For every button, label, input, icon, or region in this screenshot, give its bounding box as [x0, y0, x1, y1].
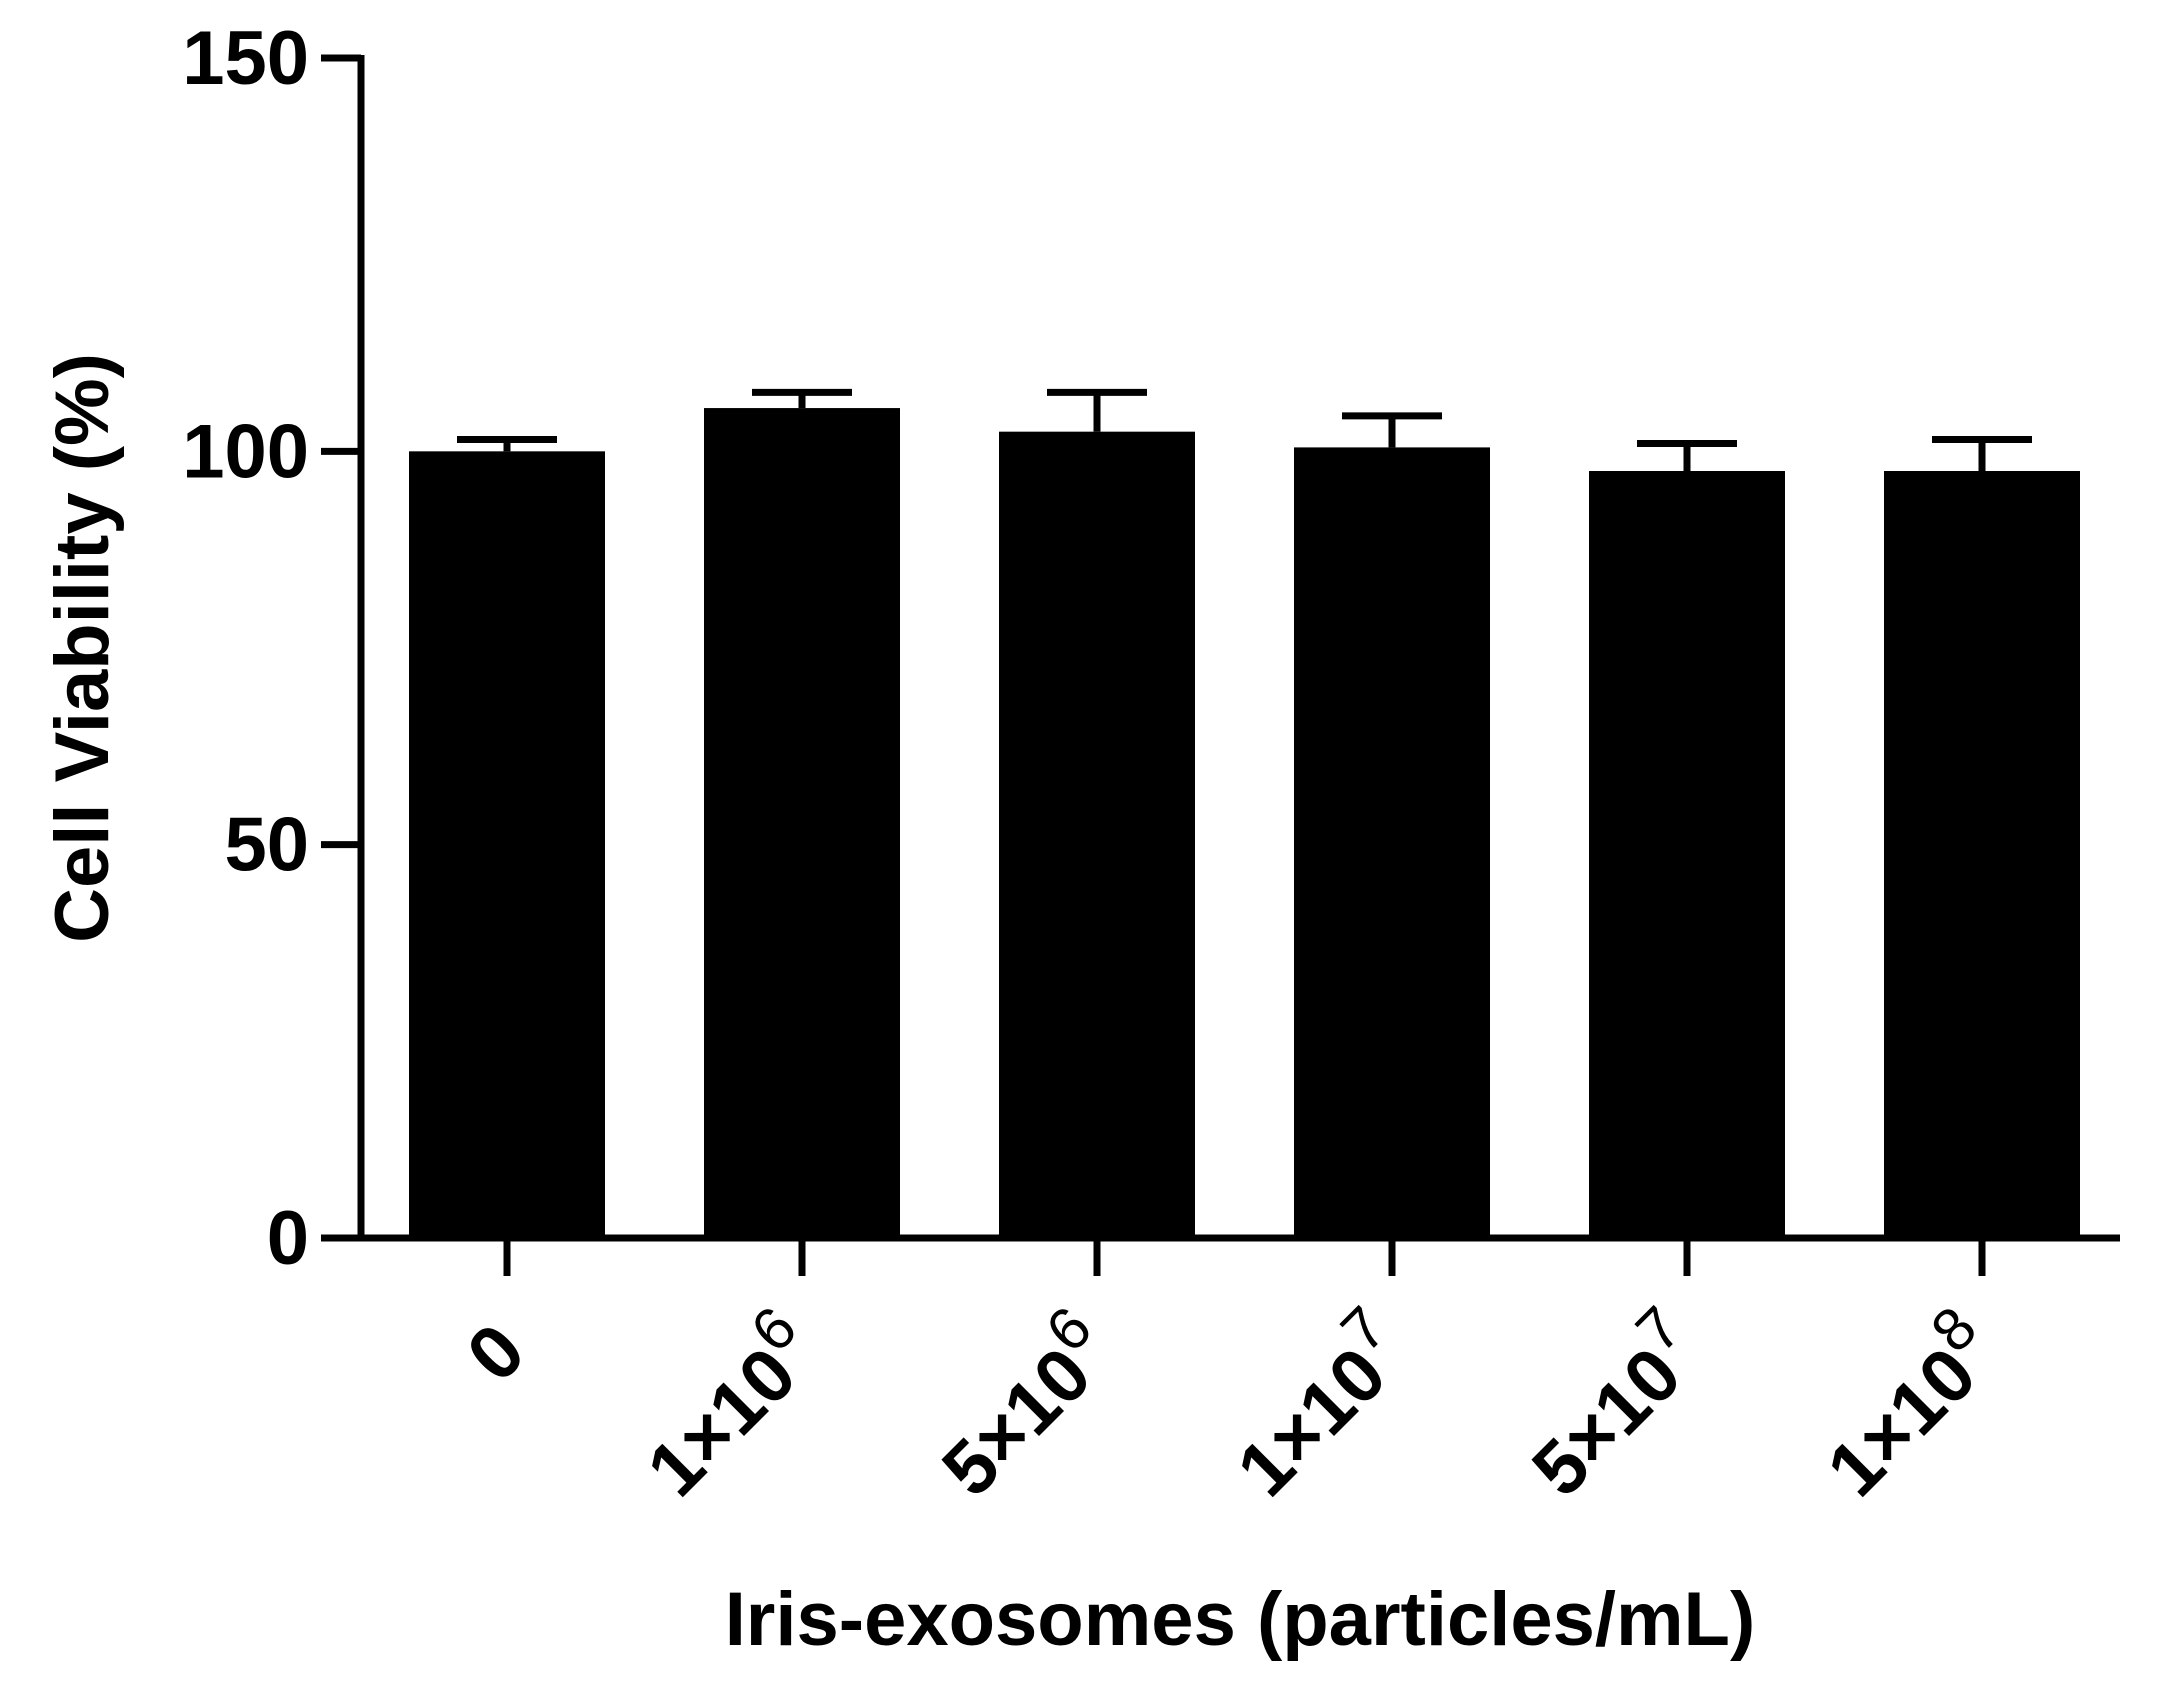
- x-tick-label: 5×106: [912, 1294, 1131, 1513]
- y-tick-label: 50: [224, 803, 309, 888]
- error-bars-layer: [457, 388, 2032, 471]
- y-tick-label: 100: [182, 409, 309, 494]
- x-ticks-layer: 0 1×106 5×106 1×107 5×107 1×108: [451, 1238, 2016, 1513]
- y-tick-label: 0: [267, 1196, 309, 1281]
- bar: [409, 451, 605, 1238]
- x-tick-label: 1×108: [1797, 1294, 2016, 1513]
- x-axis-label: Iris-exosomes (particles/mL): [725, 1577, 1756, 1662]
- y-ticks-layer: 0 50 100 150: [182, 16, 361, 1281]
- bar: [999, 431, 1195, 1239]
- axes-layer: [357, 55, 2120, 1242]
- bar: [1884, 471, 2080, 1238]
- y-tick-label: 150: [182, 16, 309, 101]
- bar: [1589, 471, 1785, 1238]
- bars-layer: [409, 408, 2080, 1239]
- bar: [704, 408, 900, 1239]
- y-axis-label: Cell Viability (%): [40, 353, 125, 943]
- x-tick-label: 1×107: [1207, 1294, 1426, 1513]
- bar: [1294, 447, 1490, 1238]
- x-tick-label: 5×107: [1502, 1294, 1721, 1513]
- x-tick-label: 1×106: [617, 1294, 836, 1513]
- x-tick-label: 0: [451, 1308, 541, 1398]
